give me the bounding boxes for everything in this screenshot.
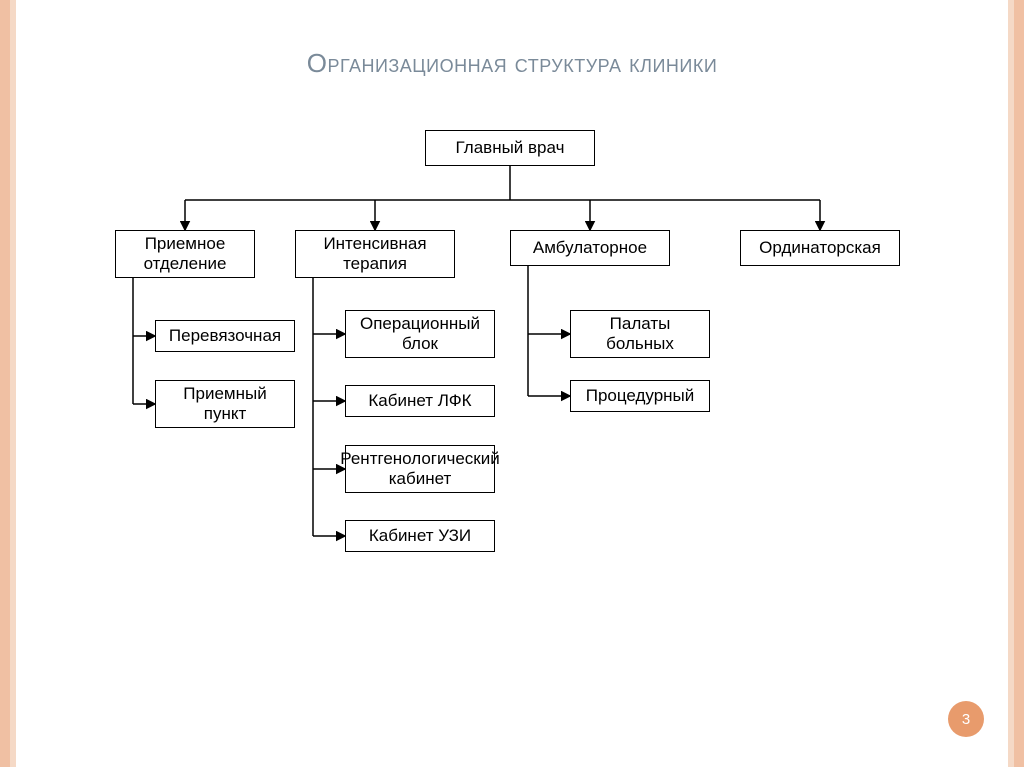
node-oper: Операционный блок xyxy=(345,310,495,358)
node-ordin: Ординаторская xyxy=(740,230,900,266)
node-uzi: Кабинет УЗИ xyxy=(345,520,495,552)
node-priem: Приемный пункт xyxy=(155,380,295,428)
node-lfk: Кабинет ЛФК xyxy=(345,385,495,417)
node-rentg: Рентгенологический кабинет xyxy=(345,445,495,493)
node-recep: Приемное отделение xyxy=(115,230,255,278)
page-number: 3 xyxy=(962,711,970,728)
node-proc: Процедурный xyxy=(570,380,710,412)
slide-title: Организационная структура клиники xyxy=(0,48,1024,79)
node-intens: Интенсивная терапия xyxy=(295,230,455,278)
node-root: Главный врач xyxy=(425,130,595,166)
page-number-badge: 3 xyxy=(948,701,984,737)
node-perev: Перевязочная xyxy=(155,320,295,352)
node-palat: Палаты больных xyxy=(570,310,710,358)
node-ambul: Амбулаторное xyxy=(510,230,670,266)
org-chart: Главный врач Приемное отделение Интенсивна… xyxy=(80,130,950,650)
